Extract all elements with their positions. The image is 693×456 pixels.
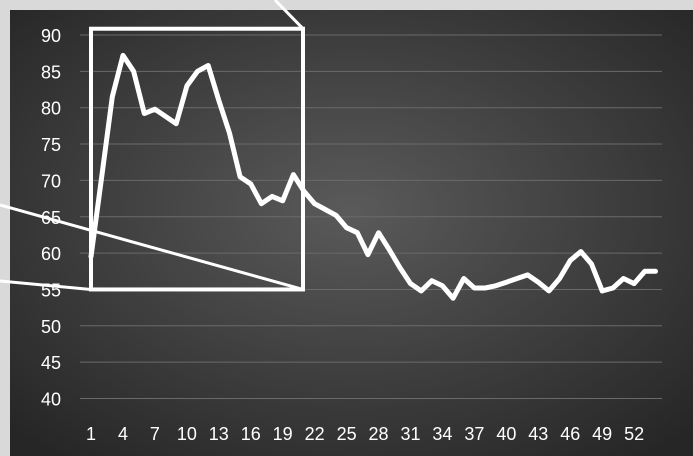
x-tick-label: 49	[592, 424, 612, 444]
x-tick-label: 4	[118, 424, 128, 444]
zoom-rectangle	[89, 26, 305, 292]
zoom-callout-line	[0, 203, 304, 291]
y-tick-label: 70	[41, 171, 61, 191]
series-line	[88, 52, 658, 301]
x-tick-label: 13	[209, 424, 229, 444]
x-tick-label: 10	[177, 424, 197, 444]
x-tick-label: 52	[624, 424, 644, 444]
x-tick-label: 37	[464, 424, 484, 444]
x-tick-label: 28	[369, 424, 389, 444]
y-tick-label: 90	[41, 26, 61, 46]
y-tick-label: 80	[41, 99, 61, 119]
x-tick-label: 31	[400, 424, 420, 444]
x-tick-label: 25	[337, 424, 357, 444]
x-tick-label: 19	[273, 424, 293, 444]
x-tick-label: 43	[528, 424, 548, 444]
y-tick-label: 45	[41, 353, 61, 373]
y-tick-label: 50	[41, 317, 61, 337]
x-tick-label: 22	[305, 424, 325, 444]
x-tick-label: 46	[560, 424, 580, 444]
y-tick-label: 60	[41, 244, 61, 264]
x-tick-label: 40	[496, 424, 516, 444]
y-tick-label: 55	[41, 280, 61, 300]
x-tick-label: 34	[432, 424, 452, 444]
plot-background	[10, 10, 693, 456]
y-tick-label: 40	[41, 390, 61, 410]
x-tick-label: 1	[86, 424, 96, 444]
y-tick-label: 85	[41, 62, 61, 82]
x-tick-label: 16	[241, 424, 261, 444]
zoom-callout-line	[273, 0, 305, 30]
zoom-callout-line	[0, 279, 92, 291]
y-tick-label: 75	[41, 135, 61, 155]
x-tick-label: 7	[150, 424, 160, 444]
